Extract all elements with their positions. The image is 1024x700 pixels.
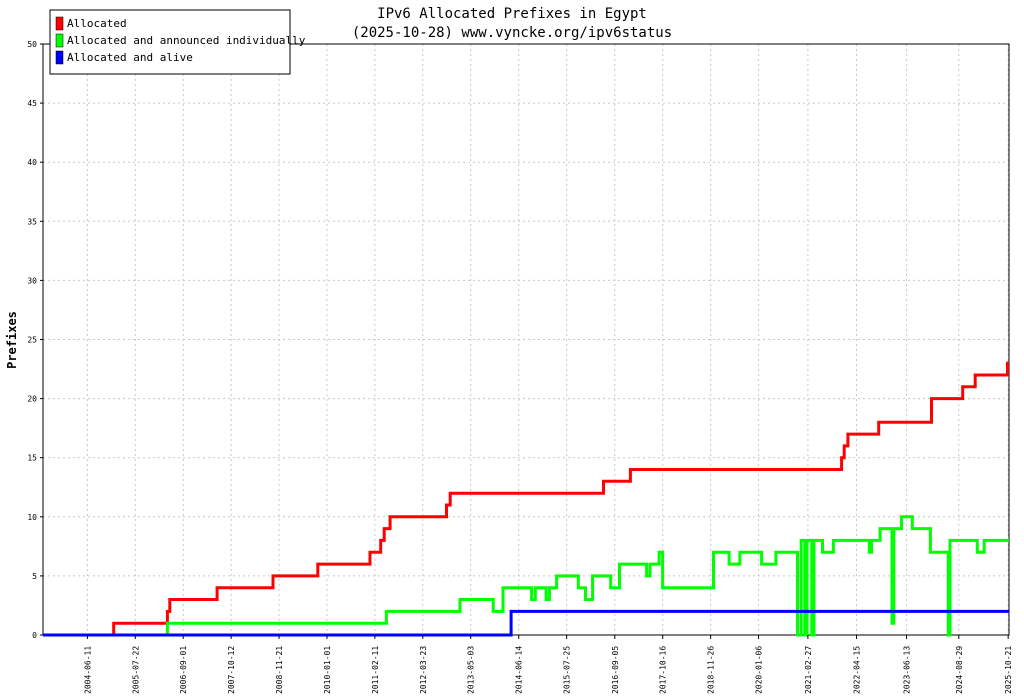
x-tick-labels: 2004-06-11 2005-07-22 2006-09-01 2007-10-12…: [83, 635, 1013, 694]
x-tick-label: 2023-06-13: [903, 646, 912, 694]
x-tick-label: 2007-10-12: [227, 646, 236, 694]
x-tick-label: 2011-02-11: [371, 646, 380, 694]
x-tick-label: 2013-05-03: [467, 646, 476, 694]
x-tick-label: 2005-07-22: [131, 646, 140, 694]
x-tick-label: 2012-03-23: [419, 646, 428, 694]
y-tick-label: 30: [27, 276, 37, 285]
legend-swatch-2: [55, 50, 64, 65]
x-tick-label: 2006-09-01: [179, 646, 188, 694]
x-tick-label: 2015-07-25: [563, 646, 572, 694]
x-tick-label: 2014-06-14: [515, 646, 524, 694]
y-tick-label: 50: [27, 40, 37, 49]
y-tick-label: 40: [27, 158, 37, 167]
y-axis-label: Prefixes: [5, 311, 19, 369]
y-tick-label: 45: [27, 99, 37, 108]
grid: [43, 44, 1009, 635]
series-line-2: [43, 609, 1009, 637]
legend-label-2: Allocated and alive: [67, 51, 193, 64]
chart-subtitle: (2025-10-28) www.vyncke.org/ipv6status: [352, 25, 672, 41]
y-tick-label: 35: [27, 217, 37, 226]
y-tick-label: 20: [27, 395, 37, 404]
y-tick-label: 15: [27, 454, 37, 463]
y-tick-label: 0: [32, 631, 37, 640]
legend-box: [49, 9, 291, 75]
x-tick-label: 2016-09-05: [611, 646, 620, 694]
x-tick-label: 2025-10-21: [1004, 646, 1013, 694]
legend-label-0: Allocated: [67, 17, 127, 30]
legend: Allocated Allocated and announced individ…: [49, 9, 306, 75]
x-tick-label: 2020-01-06: [755, 646, 764, 694]
y-tick-labels: 0 5 10 15 20 25 30 35 40 45 50: [27, 40, 43, 640]
series-layer: [43, 361, 1009, 637]
chart-title: IPv6 Allocated Prefixes in Egypt: [377, 6, 647, 22]
x-tick-label: 2024-08-29: [955, 646, 964, 694]
y-tick-label: 5: [32, 572, 37, 581]
y-tick-label: 10: [27, 513, 37, 522]
x-tick-label: 2021-02-27: [804, 646, 813, 694]
legend-swatch-1: [55, 33, 64, 48]
x-tick-label: 2017-10-16: [659, 646, 668, 694]
x-tick-label: 2010-01-01: [323, 646, 332, 694]
x-tick-label: 2004-06-11: [83, 646, 92, 694]
x-tick-label: 2022-04-15: [853, 646, 862, 694]
x-tick-label: 2018-11-26: [707, 646, 716, 694]
series-line-0: [43, 361, 1009, 637]
series-line-1: [43, 515, 1009, 637]
legend-label-1: Allocated and announced individually: [67, 34, 306, 47]
x-tick-label: 2008-11-21: [275, 646, 284, 694]
legend-swatch-0: [55, 16, 64, 31]
y-tick-label: 25: [27, 336, 37, 345]
